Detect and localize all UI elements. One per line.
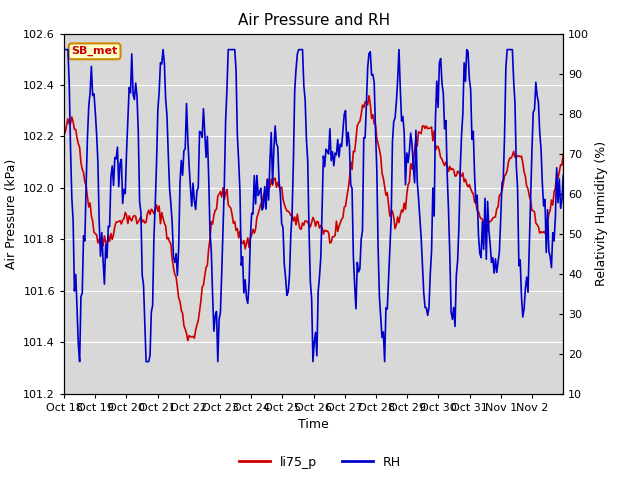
Title: Air Pressure and RH: Air Pressure and RH bbox=[237, 13, 390, 28]
RH bbox=[76, 359, 83, 364]
RH bbox=[492, 256, 499, 262]
li75_p bbox=[93, 232, 100, 238]
RH bbox=[559, 172, 567, 178]
li75_p bbox=[184, 338, 191, 344]
li75_p bbox=[318, 225, 326, 230]
li75_p bbox=[77, 160, 84, 166]
RH bbox=[60, 47, 68, 52]
RH bbox=[557, 205, 564, 211]
Y-axis label: Relativity Humidity (%): Relativity Humidity (%) bbox=[595, 141, 607, 286]
Line: li75_p: li75_p bbox=[64, 96, 563, 341]
RH bbox=[417, 234, 425, 240]
Line: RH: RH bbox=[64, 49, 563, 361]
li75_p bbox=[60, 132, 68, 137]
RH bbox=[94, 159, 102, 165]
li75_p bbox=[419, 123, 426, 129]
Y-axis label: Air Pressure (kPa): Air Pressure (kPa) bbox=[4, 158, 17, 269]
Text: SB_met: SB_met bbox=[72, 46, 118, 57]
Legend: li75_p, RH: li75_p, RH bbox=[234, 451, 406, 474]
li75_p bbox=[559, 151, 567, 157]
X-axis label: Time: Time bbox=[298, 418, 329, 431]
li75_p bbox=[365, 93, 373, 98]
li75_p bbox=[493, 206, 500, 212]
li75_p bbox=[558, 162, 566, 168]
RH bbox=[318, 207, 326, 213]
RH bbox=[79, 290, 86, 296]
